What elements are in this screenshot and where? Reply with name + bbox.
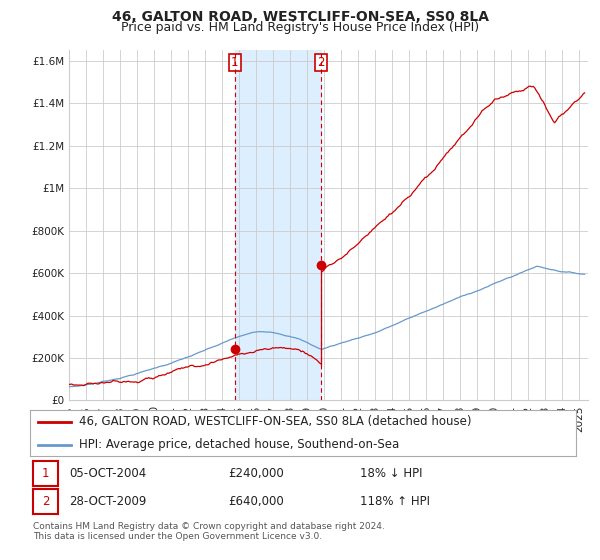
Text: 2: 2	[317, 55, 325, 69]
Text: 46, GALTON ROAD, WESTCLIFF-ON-SEA, SS0 8LA (detached house): 46, GALTON ROAD, WESTCLIFF-ON-SEA, SS0 8…	[79, 416, 472, 428]
Text: £240,000: £240,000	[228, 467, 284, 480]
Text: 46, GALTON ROAD, WESTCLIFF-ON-SEA, SS0 8LA: 46, GALTON ROAD, WESTCLIFF-ON-SEA, SS0 8…	[112, 10, 488, 24]
Text: 28-OCT-2009: 28-OCT-2009	[69, 495, 146, 508]
Text: 18% ↓ HPI: 18% ↓ HPI	[360, 467, 422, 480]
Text: Price paid vs. HM Land Registry's House Price Index (HPI): Price paid vs. HM Land Registry's House …	[121, 21, 479, 34]
Text: 05-OCT-2004: 05-OCT-2004	[69, 467, 146, 480]
Text: Contains HM Land Registry data © Crown copyright and database right 2024.
This d: Contains HM Land Registry data © Crown c…	[33, 522, 385, 542]
Text: 1: 1	[231, 55, 239, 69]
Text: £640,000: £640,000	[228, 495, 284, 508]
Text: 2: 2	[42, 495, 49, 508]
Text: HPI: Average price, detached house, Southend-on-Sea: HPI: Average price, detached house, Sout…	[79, 438, 400, 451]
Text: 1: 1	[42, 467, 49, 480]
Text: 118% ↑ HPI: 118% ↑ HPI	[360, 495, 430, 508]
Bar	[235, 50, 322, 400]
